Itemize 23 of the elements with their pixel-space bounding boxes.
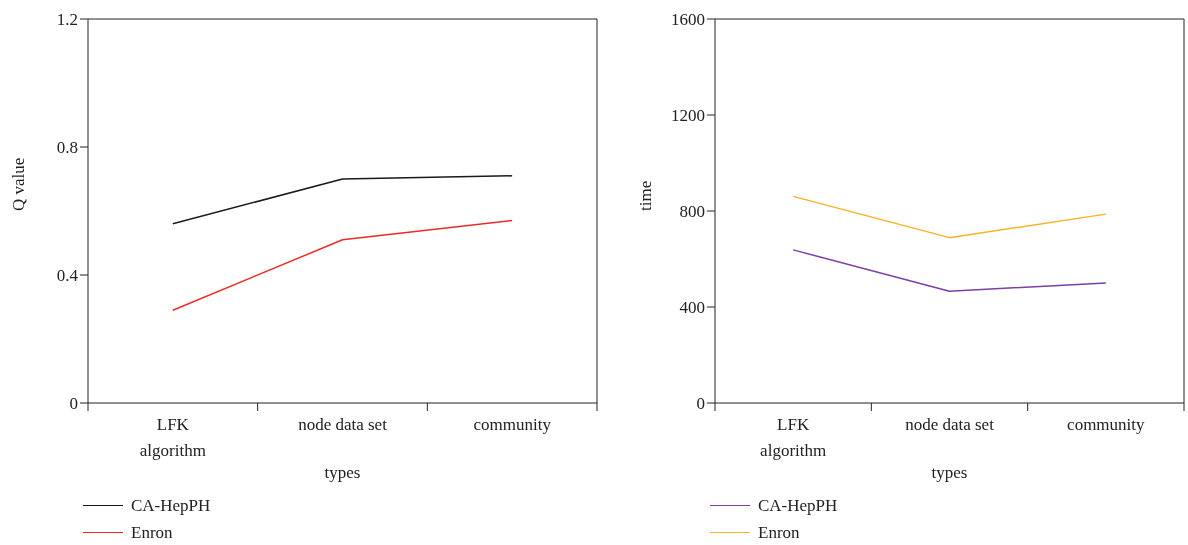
y-tick-label: 1200 xyxy=(671,106,705,126)
legend-label: Enron xyxy=(131,522,173,543)
y-tick-label: 0.8 xyxy=(56,138,78,158)
y-tick-label: 0 xyxy=(69,394,78,414)
y-axis-title: time xyxy=(636,180,656,211)
legend-label: CA-HepPH xyxy=(131,495,211,516)
x-tick-label: node data set xyxy=(905,415,995,435)
y-tick-label: 800 xyxy=(679,202,705,222)
y-axis-title: Q value xyxy=(9,157,29,211)
legend-label: CA-HepPH xyxy=(758,495,838,516)
x-tick-label: LFK algorithm xyxy=(139,415,206,461)
x-tick-label: community xyxy=(1067,415,1146,435)
y-tick-label: 1.2 xyxy=(56,10,78,30)
legend-label: Enron xyxy=(758,522,800,543)
x-axis-title: types xyxy=(931,463,968,482)
x-tick-label: node data set xyxy=(298,415,388,435)
y-tick-label: 0.4 xyxy=(56,266,79,286)
x-tick-label: community xyxy=(473,415,552,435)
x-tick-label: LFK algorithm xyxy=(760,415,827,461)
y-tick-label: 400 xyxy=(679,298,705,318)
y-tick-label: 1600 xyxy=(671,10,705,30)
y-tick-label: 0 xyxy=(696,394,705,414)
x-axis-title: types xyxy=(324,463,361,482)
